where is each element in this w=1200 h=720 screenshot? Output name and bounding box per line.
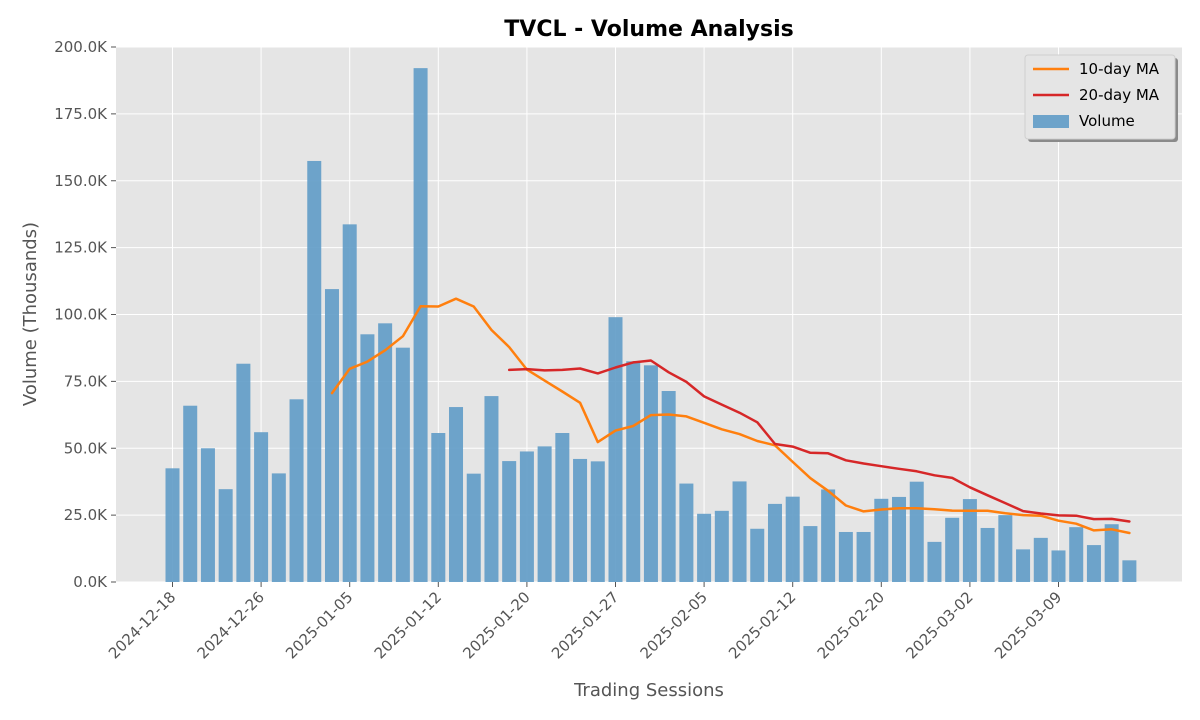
volume-bar [1069, 527, 1084, 582]
volume-bar [395, 347, 410, 582]
volume-bar [626, 361, 641, 582]
x-tick-label: 2025-02-20 [814, 588, 888, 662]
volume-bar [324, 289, 339, 582]
volume-bar [254, 432, 269, 582]
volume-bar [838, 531, 853, 582]
y-tick-label: 50.0K [64, 439, 108, 457]
y-tick-label: 175.0K [54, 105, 108, 123]
y-tick-label: 125.0K [54, 239, 108, 257]
volume-bar [449, 407, 464, 582]
x-axis-label: Trading Sessions [573, 680, 724, 701]
x-tick-label: 2025-03-09 [991, 588, 1065, 662]
volume-bar [573, 458, 588, 582]
y-tick-label: 150.0K [54, 172, 108, 190]
volume-bar [342, 224, 357, 583]
x-tick-label: 2025-03-02 [902, 588, 976, 662]
volume-bar [927, 541, 942, 582]
x-axis-ticks: 2024-12-18 2024-12-26 2025-01-05 2025-01-12… [105, 582, 1065, 662]
20-day-ma-line [507, 359, 1131, 523]
volume-bar [767, 503, 782, 582]
volume-bar [909, 481, 924, 582]
x-tick-label: 2025-02-05 [637, 588, 711, 662]
volume-bar [643, 365, 658, 582]
volume-bar [200, 448, 215, 582]
volume-bar [519, 451, 534, 582]
volume-bar [1086, 545, 1101, 582]
volume-bar [307, 160, 322, 582]
volume-bar [590, 461, 605, 582]
x-tick-label: 2025-02-12 [725, 588, 799, 662]
volume-bar [679, 483, 694, 582]
volume-bars [165, 68, 1137, 583]
volume-bar [1016, 549, 1031, 582]
volume-bar [537, 446, 552, 582]
legend: 10-day MA 20-day MA Volume [1024, 54, 1178, 142]
volume-bar [945, 517, 960, 582]
volume-bar [378, 323, 393, 582]
volume-bar [608, 317, 623, 582]
volume-bar [732, 481, 747, 582]
volume-bar [431, 433, 446, 582]
volume-bar [821, 489, 836, 582]
legend-swatch-bar [1033, 115, 1069, 128]
volume-bar [484, 396, 499, 582]
volume-bar [803, 526, 818, 582]
y-axis-label: Volume (Thousands) [20, 222, 41, 406]
volume-bar [466, 473, 481, 582]
x-tick-label: 2025-01-27 [548, 588, 622, 662]
volume-bar [289, 399, 304, 582]
legend-label: 10-day MA [1079, 60, 1160, 78]
volume-bar [165, 468, 180, 582]
y-tick-label: 75.0K [64, 372, 108, 390]
volume-bar [980, 527, 995, 582]
volume-bar [785, 496, 800, 582]
volume-bar [892, 496, 907, 582]
volume-bar [271, 473, 286, 582]
volume-bar [1104, 524, 1119, 582]
volume-bar [998, 515, 1013, 582]
chart-title: TVCL - Volume Analysis [504, 17, 793, 42]
volume-bar [218, 489, 233, 582]
y-tick-label: 100.0K [54, 306, 108, 324]
volume-bar [697, 513, 712, 582]
volume-bar [661, 391, 676, 582]
volume-bar [1122, 560, 1137, 582]
10-day-ma-line [330, 297, 1131, 535]
volume-bar [413, 68, 428, 582]
y-tick-label: 25.0K [64, 506, 108, 524]
volume-bar [856, 531, 871, 582]
volume-bar [360, 334, 375, 582]
volume-bar [1033, 537, 1048, 582]
volume-bar [183, 405, 198, 582]
volume-bar [962, 499, 977, 582]
volume-bar [874, 498, 889, 582]
volume-bar [1051, 550, 1066, 582]
legend-label: Volume [1079, 112, 1135, 130]
y-tick-label: 200.0K [54, 38, 108, 56]
legend-label: 20-day MA [1079, 86, 1160, 104]
x-tick-label: 2025-01-12 [371, 588, 445, 662]
x-tick-label: 2024-12-26 [194, 588, 268, 662]
x-tick-label: 2024-12-18 [105, 588, 179, 662]
moving-average-lines [330, 297, 1131, 535]
volume-bar [236, 363, 251, 582]
volume-bar [502, 461, 517, 582]
volume-bar [714, 510, 729, 582]
y-axis-ticks: 0.0K 25.0K 50.0K 75.0K 100.0K 125.0K 150.0K 175… [54, 38, 116, 591]
x-tick-label: 2025-01-20 [459, 588, 533, 662]
y-tick-label: 0.0K [73, 573, 108, 591]
volume-bar [555, 433, 570, 582]
volume-bar [750, 528, 765, 582]
x-tick-label: 2025-01-05 [282, 588, 356, 662]
